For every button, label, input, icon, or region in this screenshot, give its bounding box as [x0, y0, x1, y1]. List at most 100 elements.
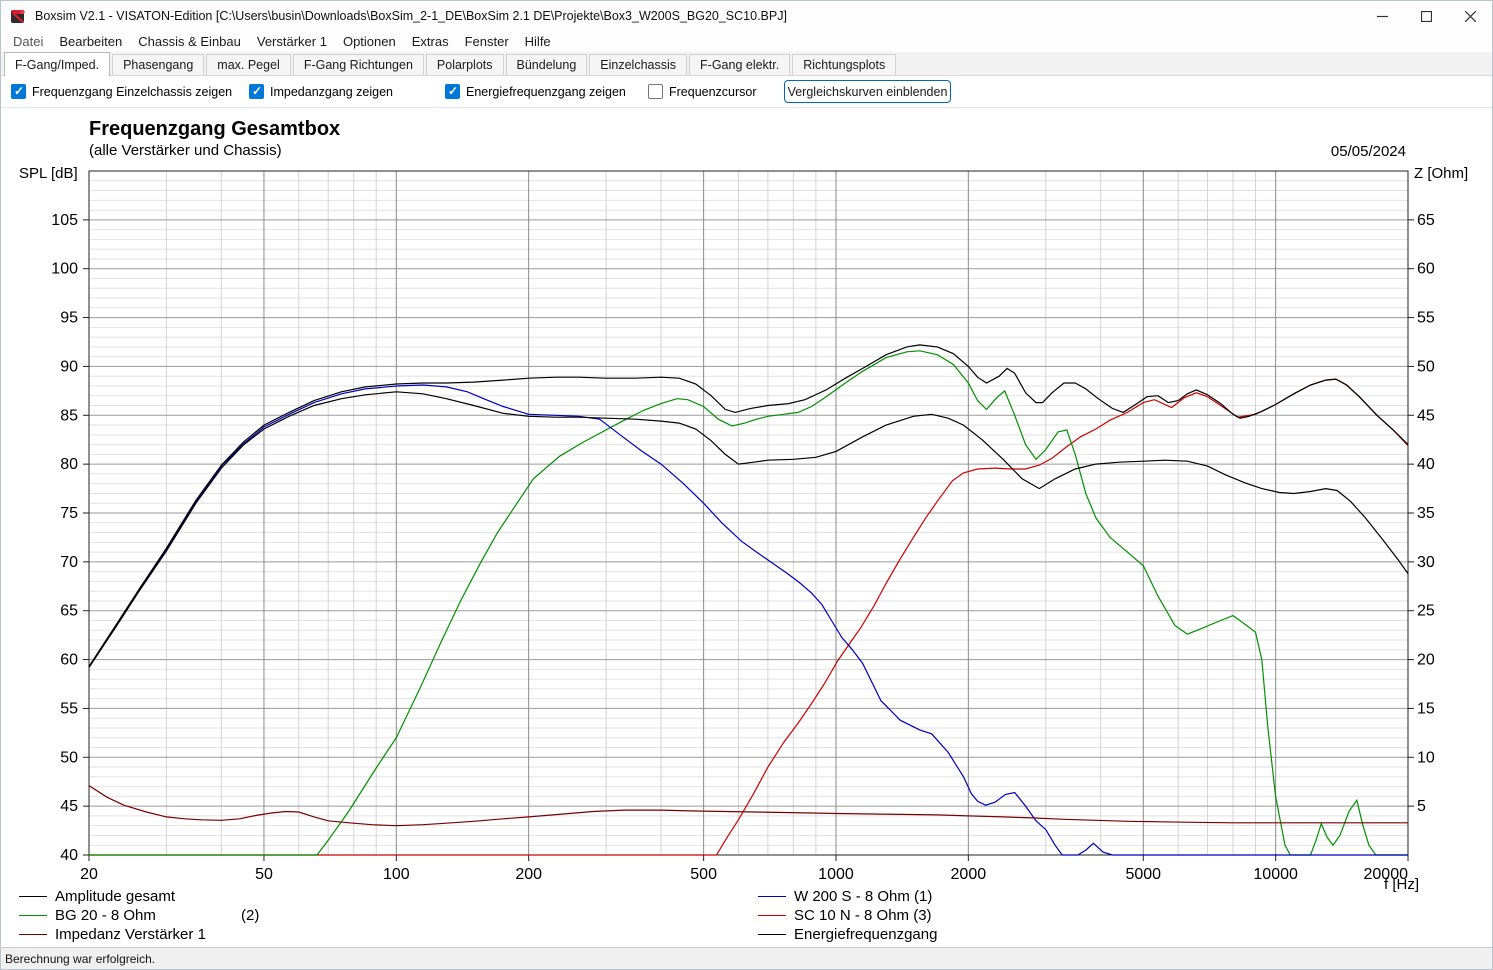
legend-impedanz: Impedanz Verstärker 1: [19, 925, 206, 943]
menu-hilfe[interactable]: Hilfe: [524, 34, 551, 49]
svg-text:50: 50: [60, 749, 78, 766]
svg-text:10: 10: [1417, 749, 1435, 766]
tab-polarplots[interactable]: Polarplots: [425, 54, 504, 75]
status-message: Berechnung war erfolgreich.: [5, 951, 156, 966]
app-icon: [10, 8, 27, 25]
checkbox-impedanzgang[interactable]: Impedanzgang zeigen: [249, 84, 393, 99]
series-w-200-s-8-ohm-1-: [88, 384, 1408, 856]
tab-phasengang[interactable]: Phasengang: [112, 54, 205, 75]
svg-text:1000: 1000: [818, 866, 854, 883]
y-left-axis-label: SPL [dB]: [19, 165, 78, 182]
minimize-button[interactable]: [1360, 1, 1404, 31]
svg-text:40: 40: [1417, 456, 1435, 473]
svg-text:65: 65: [1417, 212, 1435, 229]
svg-text:50: 50: [255, 866, 273, 883]
checkbox-einzelchassis[interactable]: Frequenzgang Einzelchassis zeigen: [11, 84, 232, 99]
chart-region: 40 45 50 55 60 65 70 75 80 85 90 95 100 105 5 10 15 20 25 3…: [1, 108, 1492, 947]
svg-text:95: 95: [60, 310, 78, 327]
legend-sc10n: SC 10 N - 8 Ohm (3): [758, 906, 932, 924]
series-bg-20-8-ohm-2-: [89, 350, 1408, 856]
svg-text:20: 20: [80, 866, 98, 883]
tab-richtungsplots[interactable]: Richtungsplots: [792, 54, 897, 75]
svg-text:75: 75: [60, 505, 78, 522]
titlebar: Boxsim V2.1 - VISATON-Edition [C:\Users\…: [1, 1, 1492, 31]
tab-max-pegel[interactable]: max. Pegel: [206, 54, 291, 75]
svg-text:90: 90: [60, 358, 78, 375]
series-impedanz-verst-rker-1: [88, 785, 1408, 827]
checkbox-icon[interactable]: [648, 84, 663, 99]
svg-text:500: 500: [690, 866, 717, 883]
frequency-response-chart: 40 45 50 55 60 65 70 75 80 85 90 95 100 105 5 10 15 20 25 3…: [51, 170, 1435, 883]
x-axis-label: f [Hz]: [1384, 876, 1420, 893]
tab-fgang-richtungen[interactable]: F-Gang Richtungen: [292, 54, 424, 75]
svg-text:45: 45: [60, 798, 78, 815]
menu-extras[interactable]: Extras: [411, 34, 449, 49]
tab-fgang-elektr[interactable]: F-Gang elektr.: [689, 54, 791, 75]
svg-text:5: 5: [1417, 798, 1426, 815]
statusbar: Berechnung war erfolgreich.: [1, 947, 1492, 969]
legend-line-icon: [19, 914, 47, 916]
menu-optionen[interactable]: Optionen: [342, 34, 396, 49]
window-title: Boxsim V2.1 - VISATON-Edition [C:\Users\…: [35, 9, 787, 23]
legend-line-icon: [758, 895, 786, 897]
tab-fgang-imped[interactable]: F-Gang/Imped.: [4, 52, 111, 76]
checkbox-icon[interactable]: [249, 84, 264, 99]
svg-text:80: 80: [60, 456, 78, 473]
options-toolbar: Frequenzgang Einzelchassis zeigen Impeda…: [1, 76, 1492, 108]
legend-line-icon: [19, 933, 47, 935]
svg-text:65: 65: [60, 603, 78, 620]
menu-fenster[interactable]: Fenster: [464, 34, 509, 49]
svg-text:2000: 2000: [951, 866, 987, 883]
menubar: Datei Bearbeiten Chassis & Einbau Verstä…: [1, 31, 1492, 52]
chart-date: 05/05/2024: [1330, 143, 1406, 160]
chart-subtitle: (alle Verstärker und Chassis): [89, 142, 282, 159]
checkbox-icon[interactable]: [445, 84, 460, 99]
checkbox-energiefrequenzgang[interactable]: Energiefrequenzgang zeigen: [445, 84, 626, 99]
svg-text:100: 100: [383, 866, 410, 883]
legend-amplitude-gesamt: Amplitude gesamt: [19, 887, 175, 905]
tabbar: F-Gang/Imped. Phasengang max. Pegel F-Ga…: [1, 52, 1492, 76]
svg-text:5000: 5000: [1125, 866, 1161, 883]
legend-bg20: BG 20 - 8 Ohm (2): [19, 906, 259, 924]
legend-line-icon: [19, 895, 47, 897]
series-energiefrequenzgang: [88, 391, 1409, 668]
svg-text:60: 60: [1417, 261, 1435, 278]
svg-text:30: 30: [1417, 554, 1435, 571]
series-amplitude-gesamt: [88, 344, 1409, 667]
vergleichskurven-button[interactable]: Vergleichskurven einblenden: [784, 80, 951, 103]
checkbox-icon[interactable]: [11, 84, 26, 99]
legend-w200s: W 200 S - 8 Ohm (1): [758, 887, 932, 905]
svg-text:50: 50: [1417, 358, 1435, 375]
svg-text:20000: 20000: [1364, 866, 1409, 883]
tab-buendelung[interactable]: Bündelung: [505, 54, 588, 75]
svg-text:55: 55: [1417, 310, 1435, 327]
menu-datei[interactable]: Datei: [13, 34, 44, 49]
legend-line-icon: [758, 914, 786, 916]
maximize-button[interactable]: [1404, 1, 1448, 31]
svg-text:45: 45: [1417, 407, 1435, 424]
svg-text:25: 25: [1417, 603, 1435, 620]
svg-text:35: 35: [1417, 505, 1435, 522]
svg-text:200: 200: [515, 866, 542, 883]
legend-energiefrequenzgang: Energiefrequenzgang: [758, 925, 937, 943]
series-sc-10-n-8-ohm-3-: [89, 378, 1409, 856]
svg-text:60: 60: [60, 652, 78, 669]
menu-chassis-einbau[interactable]: Chassis & Einbau: [138, 34, 241, 49]
svg-text:15: 15: [1417, 700, 1435, 717]
svg-text:70: 70: [60, 554, 78, 571]
svg-text:10000: 10000: [1253, 866, 1298, 883]
svg-text:40: 40: [60, 847, 78, 864]
chart-title: Frequenzgang Gesamtbox: [89, 118, 341, 140]
menu-verstaerker[interactable]: Verstärker 1: [256, 34, 327, 49]
svg-text:100: 100: [51, 261, 78, 278]
checkbox-frequenzcursor[interactable]: Frequenzcursor: [648, 84, 757, 99]
svg-text:20: 20: [1417, 652, 1435, 669]
close-button[interactable]: [1448, 1, 1492, 31]
svg-text:105: 105: [51, 212, 78, 229]
y-right-axis-label: Z [Ohm]: [1414, 165, 1469, 182]
tab-einzelchassis[interactable]: Einzelchassis: [589, 54, 688, 75]
svg-text:85: 85: [60, 407, 78, 424]
menu-bearbeiten[interactable]: Bearbeiten: [59, 34, 123, 49]
legend-line-icon: [758, 933, 786, 935]
